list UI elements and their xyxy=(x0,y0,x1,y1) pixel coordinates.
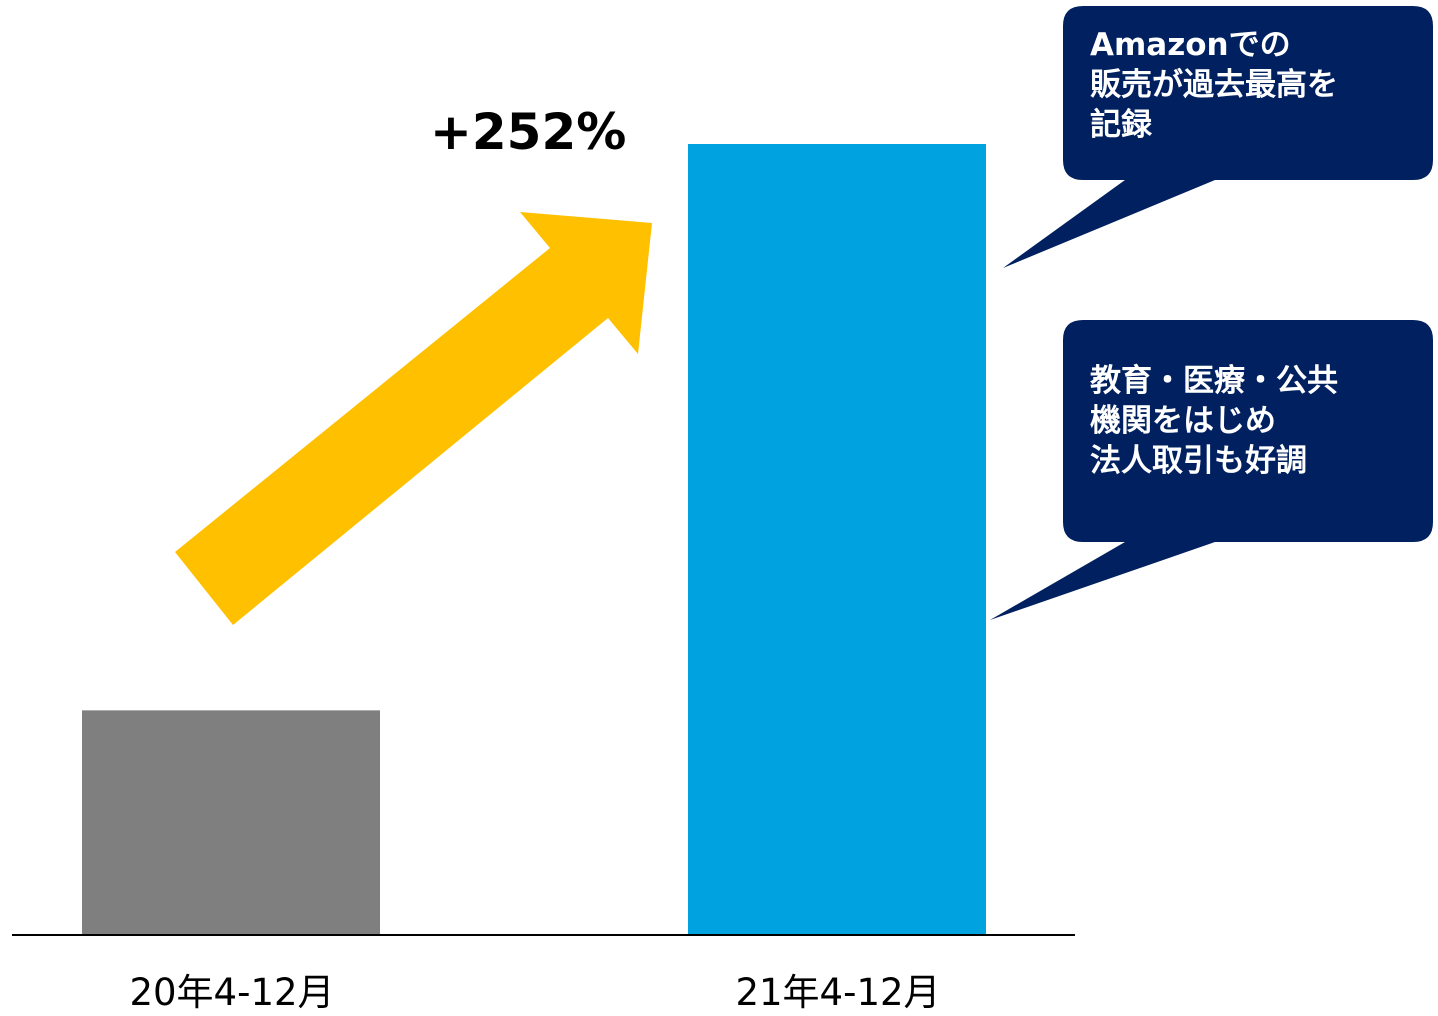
growth-arrow-icon xyxy=(175,212,652,625)
x-tick-label-2: 21年4-12月 xyxy=(735,971,941,1014)
bars-group xyxy=(82,144,986,935)
callout-bubble-2 xyxy=(990,320,1433,620)
bar-1 xyxy=(82,710,380,935)
callout-text-2: 教育・医療・公共 機関をはじめ 法人取引も好調 xyxy=(1090,363,1338,479)
bar-2 xyxy=(688,144,986,935)
growth-percent-label: +252% xyxy=(430,103,627,161)
callout-bubble-1 xyxy=(1003,6,1433,268)
callout-text-1: Amazonでの 販売が過去最高を 記録 xyxy=(1090,27,1338,143)
x-tick-label-1: 20年4-12月 xyxy=(129,971,335,1014)
